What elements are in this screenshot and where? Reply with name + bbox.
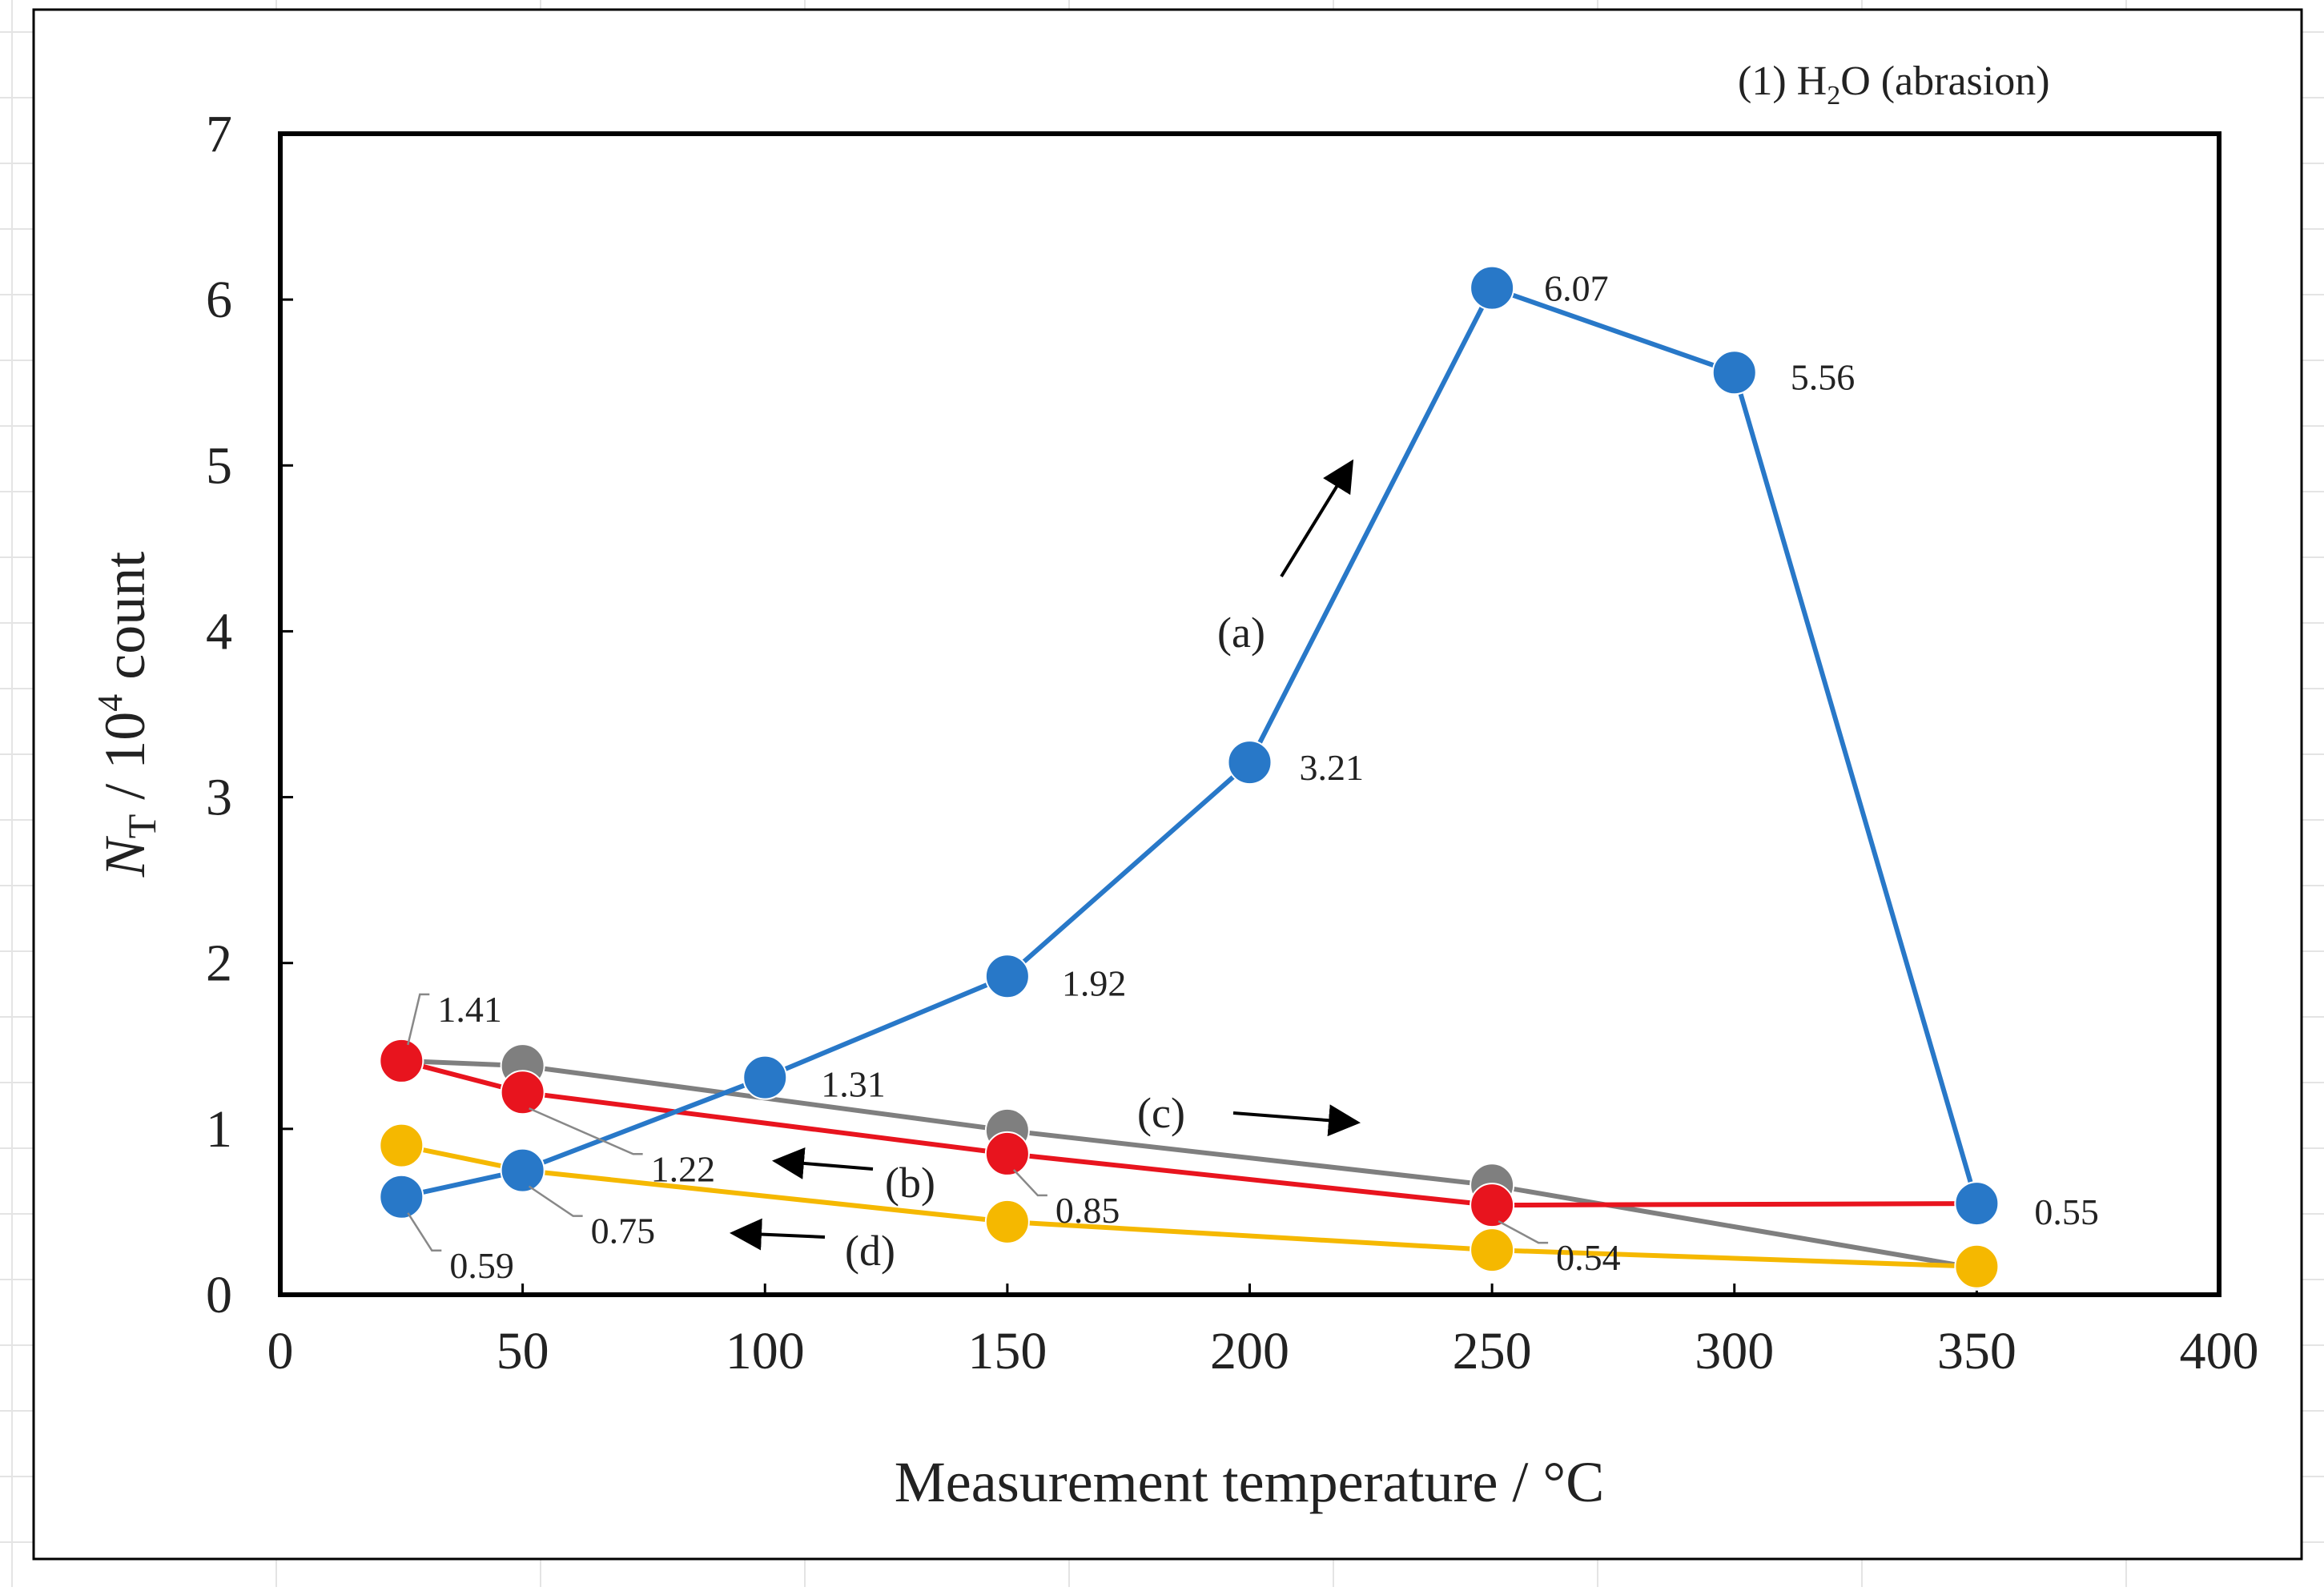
x-tick-label: 100	[726, 1322, 805, 1380]
series-point-a	[1954, 1181, 2000, 1227]
annotation-a-arrow	[1280, 459, 1354, 578]
series-point-b	[379, 1038, 424, 1083]
x-tick-label: 350	[1937, 1322, 2016, 1380]
y-tick-label: 4	[206, 602, 232, 661]
annotation-c-arrow	[1232, 1104, 1361, 1137]
data-label: 0.59	[449, 1245, 514, 1286]
data-label: 0.55	[2034, 1191, 2099, 1232]
series-point-a	[984, 954, 1030, 999]
series-point-a	[500, 1147, 545, 1193]
data-label-leader	[407, 993, 430, 1046]
data-label-leaders	[407, 993, 1549, 1252]
annotation-d-arrow	[730, 1218, 826, 1251]
x-axis-ticks: 0 50 100 150 200 250 300 350 400	[267, 1284, 2259, 1380]
series-point-b	[984, 1131, 1030, 1176]
y-tick-label: 6	[206, 271, 232, 329]
series-point-d	[379, 1123, 424, 1168]
x-tick-label: 200	[1210, 1322, 1289, 1380]
series-point-b	[500, 1070, 545, 1115]
x-tick-label: 250	[1453, 1322, 1532, 1380]
data-label: 5.56	[1791, 356, 1856, 397]
annotation-a-label: (a)	[1217, 609, 1265, 657]
series-point-a	[1711, 350, 1757, 396]
series-point-d	[1954, 1243, 2000, 1289]
y-tick-label: 7	[206, 105, 232, 163]
x-tick-label: 300	[1695, 1322, 1774, 1380]
series-point-a	[379, 1174, 424, 1219]
data-label-leader	[528, 1185, 583, 1217]
x-tick-label: 400	[2180, 1322, 2259, 1380]
data-label: 0.85	[1055, 1190, 1120, 1231]
data-labels: 6.07 5.56 3.21 1.92 1.31 1.41 1.22 0.85 0.75 0.59…	[437, 268, 2099, 1286]
data-label: 3.21	[1300, 747, 1365, 788]
x-axis-label: Measurement temperature / °C	[895, 1450, 1604, 1514]
series-point-a	[1227, 740, 1273, 785]
data-label-leader	[529, 1107, 643, 1155]
y-tick-label: 3	[206, 769, 232, 827]
data-label: 1.41	[437, 989, 502, 1030]
y-axis-ticks: 0 1 2 3 4 5 6 7	[206, 105, 293, 1324]
annotation-c-label: (c)	[1137, 1089, 1185, 1137]
y-tick-label: 5	[206, 436, 232, 495]
series-point-b	[1470, 1183, 1515, 1228]
series-point-d	[984, 1199, 1030, 1244]
data-label: 0.54	[1556, 1237, 1621, 1278]
x-tick-label: 0	[267, 1322, 294, 1380]
data-label: 1.92	[1062, 962, 1127, 1003]
series-line-a	[400, 285, 1980, 1204]
y-tick-label: 2	[206, 934, 232, 993]
x-tick-label: 150	[967, 1322, 1047, 1380]
data-label-leader	[1012, 1169, 1047, 1197]
series-point-a	[1470, 265, 1515, 311]
data-label: 0.75	[591, 1211, 656, 1252]
annotation-d-label: (d)	[845, 1227, 895, 1275]
series-point-a	[742, 1055, 788, 1100]
y-tick-label: 1	[206, 1100, 232, 1159]
data-label-leader	[407, 1212, 442, 1252]
data-label-leader	[1498, 1220, 1549, 1244]
chart-frame	[32, 8, 2303, 1561]
annotation-b-arrow	[772, 1147, 874, 1179]
data-label: 1.31	[821, 1064, 886, 1105]
panel-label: (1) H2O (abrasion)	[1738, 58, 2050, 110]
series-point-d	[1470, 1227, 1515, 1273]
data-label: 1.22	[651, 1148, 716, 1189]
annotation-b-label: (b)	[885, 1159, 935, 1207]
y-tick-label: 0	[206, 1266, 232, 1324]
y-axis-label: NT / 104 count	[90, 552, 164, 878]
series-markers	[379, 265, 2000, 1291]
data-label: 6.07	[1544, 268, 1609, 309]
x-tick-label: 50	[497, 1322, 549, 1380]
